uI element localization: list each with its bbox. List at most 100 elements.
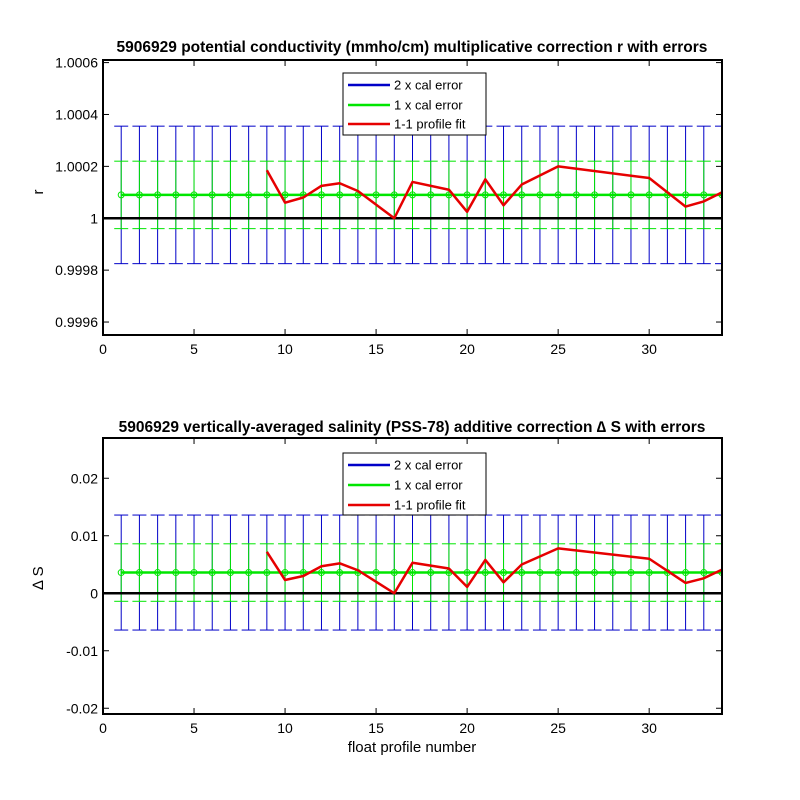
- cal-point-top: [700, 191, 708, 199]
- cal-point-top: [500, 191, 508, 199]
- profile-fit-line-top: [265, 165, 722, 220]
- cal-point-bottom: [372, 569, 380, 577]
- cal-point-bottom: [500, 569, 508, 577]
- chart-title-bottom: 5906929 vertically-averaged salinity (PS…: [119, 419, 706, 436]
- legend-label-1x-top: 1 x cal error: [394, 98, 463, 113]
- cal-point-top: [372, 191, 380, 199]
- legend-bottom: 2 x cal error 1 x cal error 1-1 profile …: [342, 452, 487, 516]
- y-tick-label-bottom: -0.02: [66, 700, 98, 716]
- cal-point-top: [481, 191, 489, 199]
- cal-point-bottom: [572, 569, 580, 577]
- x-tick-label-top: 20: [459, 341, 475, 357]
- cal-point-bottom: [390, 569, 398, 577]
- cal-point-bottom: [536, 569, 544, 577]
- cal-point-bottom: [208, 569, 216, 577]
- x-axis-label-bottom: float profile number: [348, 739, 476, 756]
- cal-point-bottom: [682, 569, 690, 577]
- cal-point-top: [336, 191, 344, 199]
- y-tick-label-top: 1.0006: [55, 55, 98, 71]
- cal-point-bottom: [700, 569, 708, 577]
- error-bar-2x-top: [715, 125, 722, 265]
- error-bar-1x-bottom: [715, 543, 722, 602]
- cal-point-bottom: [263, 569, 271, 577]
- cal-point-bottom: [609, 569, 617, 577]
- cal-point-bottom: [281, 569, 289, 577]
- axes-box-bottom: [102, 437, 723, 715]
- cal-point-top: [536, 191, 544, 199]
- y-tick-label-top: 1.0004: [55, 106, 98, 122]
- cal-point-top: [554, 191, 562, 199]
- x-tick-label-top: 0: [99, 341, 107, 357]
- cal-point-top: [427, 191, 435, 199]
- cal-point-top: [208, 191, 216, 199]
- x-tick-label-bottom: 20: [459, 720, 475, 736]
- cal-point-top: [135, 191, 143, 199]
- y-tick-label-top: 0.9996: [55, 314, 98, 330]
- cal-point-bottom: [627, 569, 635, 577]
- error-bar-1x-top: [715, 160, 722, 230]
- x-tick-label-bottom: 25: [550, 720, 566, 736]
- y-tick-label-top: 1: [90, 210, 98, 226]
- cal-point-bottom: [718, 569, 722, 577]
- legend-label-fit-top: 1-1 profile fit: [394, 117, 466, 132]
- profile-fit-line-bottom: [265, 547, 722, 595]
- cal-point-top: [463, 191, 471, 199]
- cal-point-bottom: [554, 569, 562, 577]
- cal-point-top: [390, 191, 398, 199]
- cal-point-top: [591, 191, 599, 199]
- y-tick-label-bottom: -0.01: [66, 643, 98, 659]
- panel-bottom: 5906929 vertically-averaged salinity (PS…: [30, 419, 723, 756]
- x-tick-label-bottom: 0: [99, 720, 107, 736]
- y-tick-label-bottom: 0: [90, 585, 98, 601]
- x-tick-label-top: 5: [190, 341, 198, 357]
- x-tick-label-top: 30: [641, 341, 657, 357]
- legend-label-2x-bottom: 2 x cal error: [394, 458, 463, 473]
- cal-point-bottom: [645, 569, 653, 577]
- cal-point-top: [154, 191, 162, 199]
- x-tick-label-top: 25: [550, 341, 566, 357]
- y-axis-label-top: r: [30, 190, 47, 195]
- legend-label-2x-top: 2 x cal error: [394, 78, 463, 93]
- cal-point-bottom: [190, 569, 198, 577]
- plot-content-bottom: [103, 514, 722, 631]
- legend-label-fit-bottom: 1-1 profile fit: [394, 498, 466, 513]
- x-tick-label-bottom: 5: [190, 720, 198, 736]
- cal-point-bottom: [226, 569, 234, 577]
- cal-point-top: [609, 191, 617, 199]
- cal-point-top: [682, 191, 690, 199]
- cal-point-bottom: [336, 569, 344, 577]
- cal-point-bottom: [172, 569, 180, 577]
- chart-title-top: 5906929 potential conductivity (mmho/cm)…: [117, 39, 708, 56]
- cal-point-top: [518, 191, 526, 199]
- x-tick-label-bottom: 15: [368, 720, 384, 736]
- y-tick-label-bottom: 0.02: [71, 470, 98, 486]
- cal-point-bottom: [591, 569, 599, 577]
- axes-box-top: [102, 59, 723, 336]
- x-tick-label-bottom: 10: [277, 720, 293, 736]
- cal-point-top: [572, 191, 580, 199]
- cal-point-bottom: [518, 569, 526, 577]
- cal-point-bottom: [117, 569, 125, 577]
- plot-content-top: [103, 125, 722, 265]
- cal-point-top: [190, 191, 198, 199]
- error-bar-2x-bottom: [715, 514, 722, 631]
- legend-top: 2 x cal error 1 x cal error 1-1 profile …: [342, 72, 487, 136]
- cal-point-top: [317, 191, 325, 199]
- cal-point-top: [409, 191, 416, 199]
- cal-point-bottom: [427, 569, 435, 577]
- cal-point-top: [226, 191, 234, 199]
- legend-label-1x-bottom: 1 x cal error: [394, 478, 463, 493]
- cal-point-top: [117, 191, 125, 199]
- y-tick-label-bottom: 0.01: [71, 528, 98, 544]
- cal-point-top: [172, 191, 180, 199]
- cal-point-bottom: [135, 569, 143, 577]
- cal-point-bottom: [317, 569, 325, 577]
- cal-point-bottom: [154, 569, 162, 577]
- x-tick-label-top: 15: [368, 341, 384, 357]
- y-axis-label-bottom: ∆ S: [30, 566, 47, 589]
- cal-point-bottom: [463, 569, 471, 577]
- cal-point-bottom: [245, 569, 253, 577]
- y-tick-label-top: 1.0002: [55, 158, 98, 174]
- cal-point-top: [245, 191, 253, 199]
